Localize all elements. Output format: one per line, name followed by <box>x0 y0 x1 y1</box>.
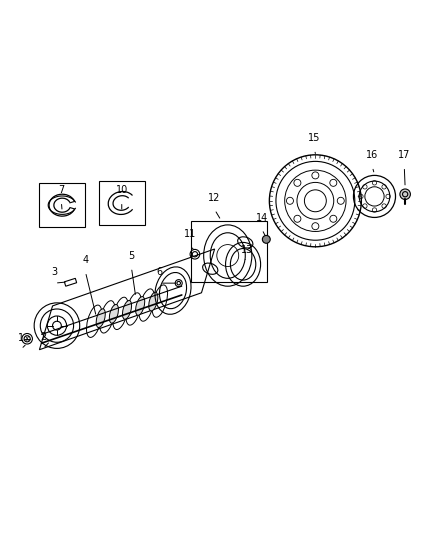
Text: 14: 14 <box>256 213 268 223</box>
Ellipse shape <box>96 309 105 328</box>
Bar <box>191 221 267 282</box>
Text: 15: 15 <box>308 133 321 143</box>
Text: 13: 13 <box>241 245 254 255</box>
Text: 11: 11 <box>184 229 197 239</box>
Text: 17: 17 <box>398 150 410 160</box>
Ellipse shape <box>136 296 145 316</box>
Text: 16: 16 <box>366 150 378 160</box>
Text: 2: 2 <box>40 332 46 342</box>
Text: 6: 6 <box>157 266 163 277</box>
Text: 3: 3 <box>52 266 58 277</box>
Circle shape <box>262 236 270 243</box>
Text: 4: 4 <box>82 255 88 265</box>
Ellipse shape <box>110 304 118 323</box>
Text: 1: 1 <box>18 333 24 343</box>
Circle shape <box>400 189 410 199</box>
Text: 12: 12 <box>208 193 221 203</box>
Text: 7: 7 <box>58 185 64 195</box>
Text: 5: 5 <box>128 251 134 261</box>
Bar <box>39 183 85 227</box>
Text: 10: 10 <box>116 185 128 195</box>
Ellipse shape <box>123 301 131 319</box>
Bar <box>99 181 145 225</box>
Ellipse shape <box>149 292 158 311</box>
